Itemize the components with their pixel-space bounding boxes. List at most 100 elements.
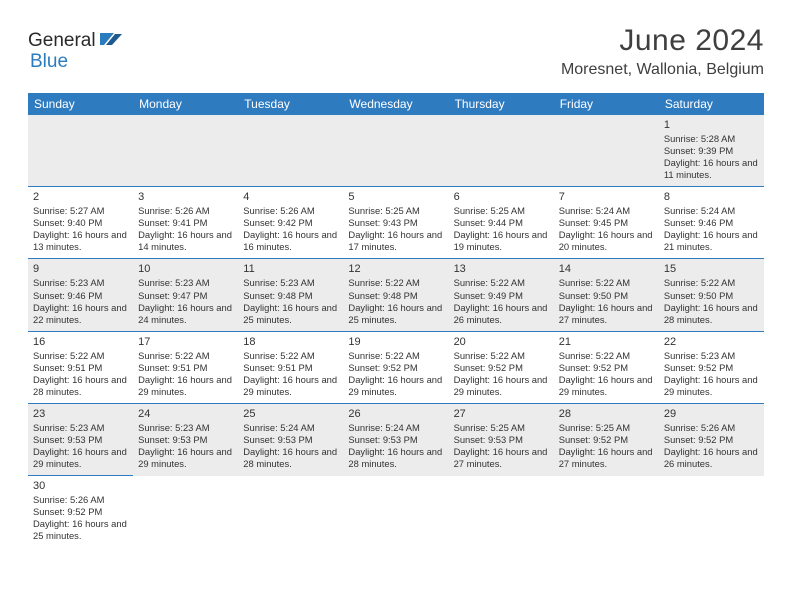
calendar-cell: 18Sunrise: 5:22 AMSunset: 9:51 PMDayligh… <box>238 331 343 403</box>
sunrise-text: Sunrise: 5:22 AM <box>348 350 419 361</box>
daylight-text: Daylight: 16 hours and 29 minutes. <box>454 374 549 398</box>
sunrise-text: Sunrise: 5:23 AM <box>33 422 104 433</box>
day-number: 12 <box>348 262 443 276</box>
sunrise-text: Sunrise: 5:25 AM <box>559 422 630 433</box>
sunrise-text: Sunrise: 5:24 AM <box>243 422 314 433</box>
daylight-text: Daylight: 16 hours and 14 minutes. <box>138 229 233 253</box>
sunrise-text: Sunrise: 5:22 AM <box>348 277 419 288</box>
sunrise-text: Sunrise: 5:24 AM <box>348 422 419 433</box>
page-header: General June 2024 Moresnet, Wallonia, Be… <box>28 24 764 79</box>
calendar-cell <box>133 115 238 187</box>
sunset-text: Sunset: 9:46 PM <box>664 217 733 228</box>
sunrise-text: Sunrise: 5:22 AM <box>33 350 104 361</box>
calendar-cell <box>659 476 764 548</box>
sunrise-text: Sunrise: 5:26 AM <box>138 205 209 216</box>
sunrise-text: Sunrise: 5:26 AM <box>664 422 735 433</box>
calendar-week-row: 23Sunrise: 5:23 AMSunset: 9:53 PMDayligh… <box>28 403 764 475</box>
sunset-text: Sunset: 9:53 PM <box>454 434 523 445</box>
day-number: 8 <box>664 190 759 204</box>
daylight-text: Daylight: 16 hours and 29 minutes. <box>348 374 443 398</box>
sunrise-text: Sunrise: 5:22 AM <box>559 277 630 288</box>
sunrise-text: Sunrise: 5:22 AM <box>138 350 209 361</box>
calendar-page: General June 2024 Moresnet, Wallonia, Be… <box>0 0 792 571</box>
sunset-text: Sunset: 9:45 PM <box>559 217 628 228</box>
sunset-text: Sunset: 9:51 PM <box>138 362 207 373</box>
daylight-text: Daylight: 16 hours and 29 minutes. <box>243 374 338 398</box>
sunrise-text: Sunrise: 5:28 AM <box>664 133 735 144</box>
calendar-cell: 29Sunrise: 5:26 AMSunset: 9:52 PMDayligh… <box>659 403 764 475</box>
sunrise-text: Sunrise: 5:22 AM <box>454 350 525 361</box>
calendar-cell: 5Sunrise: 5:25 AMSunset: 9:43 PMDaylight… <box>343 187 448 259</box>
sunrise-text: Sunrise: 5:25 AM <box>454 422 525 433</box>
daylight-text: Daylight: 16 hours and 29 minutes. <box>559 374 654 398</box>
day-number: 6 <box>454 190 549 204</box>
day-number: 1 <box>664 118 759 132</box>
day-number: 10 <box>138 262 233 276</box>
day-number: 27 <box>454 407 549 421</box>
sunset-text: Sunset: 9:52 PM <box>559 362 628 373</box>
sunrise-text: Sunrise: 5:22 AM <box>664 277 735 288</box>
sunrise-text: Sunrise: 5:26 AM <box>33 494 104 505</box>
month-title: June 2024 <box>561 24 764 58</box>
daylight-text: Daylight: 16 hours and 22 minutes. <box>33 302 128 326</box>
calendar-cell: 14Sunrise: 5:22 AMSunset: 9:50 PMDayligh… <box>554 259 659 331</box>
calendar-cell: 22Sunrise: 5:23 AMSunset: 9:52 PMDayligh… <box>659 331 764 403</box>
logo-text-general: General <box>28 30 96 52</box>
weekday-header: Wednesday <box>343 93 448 115</box>
sunset-text: Sunset: 9:52 PM <box>664 362 733 373</box>
daylight-text: Daylight: 16 hours and 21 minutes. <box>664 229 759 253</box>
day-number: 18 <box>243 335 338 349</box>
daylight-text: Daylight: 16 hours and 25 minutes. <box>243 302 338 326</box>
calendar-cell: 17Sunrise: 5:22 AMSunset: 9:51 PMDayligh… <box>133 331 238 403</box>
calendar-cell: 3Sunrise: 5:26 AMSunset: 9:41 PMDaylight… <box>133 187 238 259</box>
sunset-text: Sunset: 9:53 PM <box>348 434 417 445</box>
daylight-text: Daylight: 16 hours and 25 minutes. <box>33 518 128 542</box>
day-number: 5 <box>348 190 443 204</box>
calendar-cell <box>449 115 554 187</box>
calendar-cell <box>554 115 659 187</box>
calendar-cell <box>449 476 554 548</box>
sunset-text: Sunset: 9:51 PM <box>243 362 312 373</box>
sunrise-text: Sunrise: 5:23 AM <box>138 422 209 433</box>
daylight-text: Daylight: 16 hours and 29 minutes. <box>138 374 233 398</box>
sunrise-text: Sunrise: 5:22 AM <box>559 350 630 361</box>
calendar-cell <box>554 476 659 548</box>
day-number: 16 <box>33 335 128 349</box>
calendar-cell <box>238 476 343 548</box>
sunset-text: Sunset: 9:44 PM <box>454 217 523 228</box>
day-number: 11 <box>243 262 338 276</box>
calendar-cell: 20Sunrise: 5:22 AMSunset: 9:52 PMDayligh… <box>449 331 554 403</box>
sunset-text: Sunset: 9:52 PM <box>454 362 523 373</box>
daylight-text: Daylight: 16 hours and 16 minutes. <box>243 229 338 253</box>
daylight-text: Daylight: 16 hours and 24 minutes. <box>138 302 233 326</box>
calendar-body: 1Sunrise: 5:28 AMSunset: 9:39 PMDaylight… <box>28 115 764 547</box>
calendar-week-row: 9Sunrise: 5:23 AMSunset: 9:46 PMDaylight… <box>28 259 764 331</box>
day-number: 25 <box>243 407 338 421</box>
day-number: 21 <box>559 335 654 349</box>
calendar-week-row: 16Sunrise: 5:22 AMSunset: 9:51 PMDayligh… <box>28 331 764 403</box>
sunrise-text: Sunrise: 5:24 AM <box>664 205 735 216</box>
day-number: 13 <box>454 262 549 276</box>
weekday-header: Monday <box>133 93 238 115</box>
daylight-text: Daylight: 16 hours and 20 minutes. <box>559 229 654 253</box>
sunrise-text: Sunrise: 5:22 AM <box>243 350 314 361</box>
daylight-text: Daylight: 16 hours and 28 minutes. <box>243 446 338 470</box>
day-number: 30 <box>33 479 128 493</box>
day-number: 26 <box>348 407 443 421</box>
weekday-header: Tuesday <box>238 93 343 115</box>
calendar-cell: 10Sunrise: 5:23 AMSunset: 9:47 PMDayligh… <box>133 259 238 331</box>
day-number: 14 <box>559 262 654 276</box>
sunrise-text: Sunrise: 5:25 AM <box>454 205 525 216</box>
sunrise-text: Sunrise: 5:23 AM <box>33 277 104 288</box>
weekday-row: Sunday Monday Tuesday Wednesday Thursday… <box>28 93 764 115</box>
sunset-text: Sunset: 9:53 PM <box>243 434 312 445</box>
calendar-week-row: 1Sunrise: 5:28 AMSunset: 9:39 PMDaylight… <box>28 115 764 187</box>
day-number: 22 <box>664 335 759 349</box>
sunrise-text: Sunrise: 5:23 AM <box>664 350 735 361</box>
daylight-text: Daylight: 16 hours and 26 minutes. <box>454 302 549 326</box>
daylight-text: Daylight: 16 hours and 27 minutes. <box>559 446 654 470</box>
weekday-header: Sunday <box>28 93 133 115</box>
calendar-cell: 27Sunrise: 5:25 AMSunset: 9:53 PMDayligh… <box>449 403 554 475</box>
daylight-text: Daylight: 16 hours and 27 minutes. <box>454 446 549 470</box>
sunset-text: Sunset: 9:53 PM <box>138 434 207 445</box>
